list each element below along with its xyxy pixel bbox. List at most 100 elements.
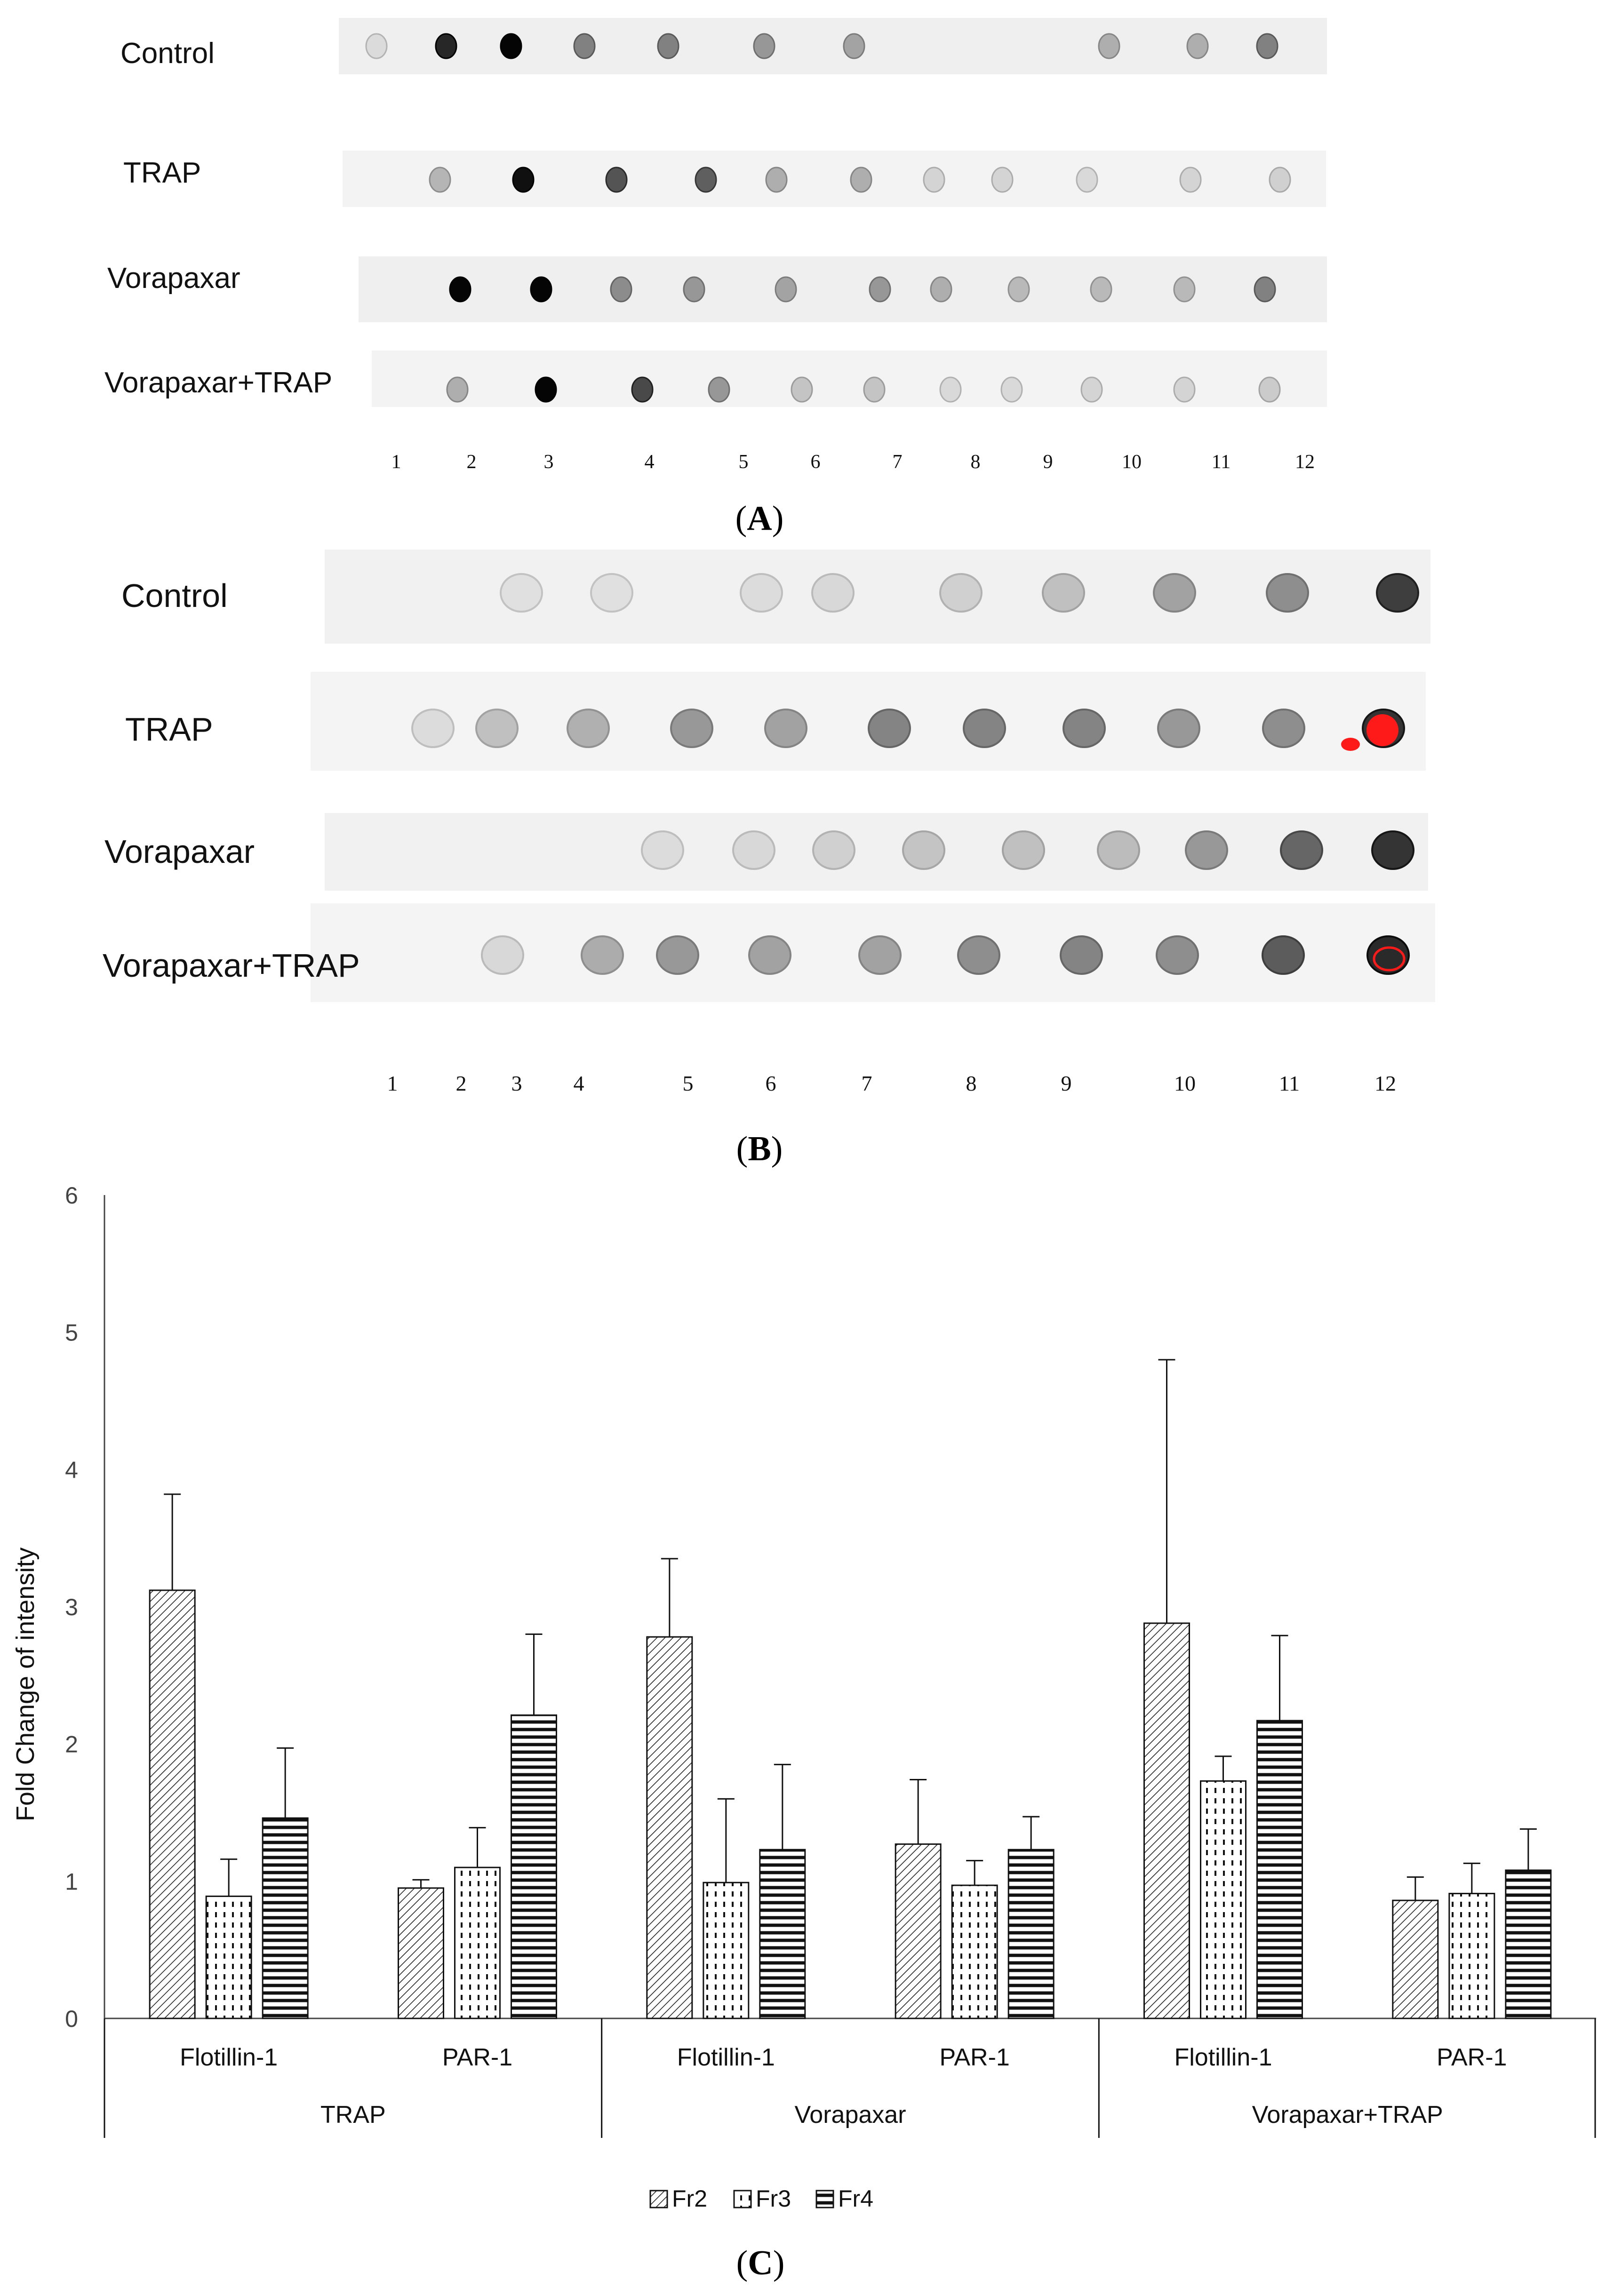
panel-b-lane-number: 6 xyxy=(765,1071,776,1095)
blot-spot xyxy=(656,935,699,975)
blot-spot xyxy=(1000,376,1023,403)
saturation-marker xyxy=(1366,714,1398,746)
legend-swatch-fr2 xyxy=(649,2190,668,2208)
blot-spot xyxy=(1280,830,1323,870)
panel-a-row-label-control: Control xyxy=(120,37,215,70)
y-tick-label: 0 xyxy=(65,2006,78,2032)
legend-swatch-fr3 xyxy=(733,2190,752,2208)
blot-spot xyxy=(991,167,1014,193)
panel-b-lane-number: 9 xyxy=(1061,1071,1072,1095)
bar-fr3 xyxy=(951,1884,998,2019)
blot-spot xyxy=(939,376,962,403)
y-tick-label: 6 xyxy=(65,1182,78,1209)
blot-spot xyxy=(610,276,632,303)
panel-b-lane-number: 7 xyxy=(861,1071,872,1095)
panel-a-row-label-vorapaxar: Vorapaxar xyxy=(107,262,240,295)
panel-b-lane-number: 2 xyxy=(455,1071,467,1095)
legend-label: Fr4 xyxy=(838,2185,873,2212)
panel-a-letter: (A) xyxy=(735,499,784,538)
panel-a-blot xyxy=(339,18,1327,407)
panel-b-row-label-trap: TRAP xyxy=(125,711,213,748)
bar-fr4 xyxy=(759,1849,806,2019)
blot-spot xyxy=(683,276,705,303)
panel-c-letter: (C) xyxy=(736,2244,785,2282)
blot-spot xyxy=(1080,376,1103,403)
blot-spot xyxy=(843,33,865,59)
blot-spot xyxy=(1157,709,1200,748)
panel-b-lane-number: 1 xyxy=(387,1071,398,1095)
blot-spot xyxy=(567,709,610,748)
blot-spot xyxy=(670,709,713,748)
blot-spot xyxy=(481,935,524,975)
blot-spot xyxy=(850,167,872,193)
y-tick-label: 3 xyxy=(65,1594,78,1620)
blot-spot xyxy=(1179,167,1202,193)
panel-a-row-label-trap: TRAP xyxy=(123,157,201,189)
blot-spot xyxy=(902,830,945,870)
bar-fr4 xyxy=(1256,1720,1303,2019)
blot-spot xyxy=(868,709,911,748)
blot-spot xyxy=(530,276,552,303)
blot-spot xyxy=(957,935,1000,975)
panel-a-lane-number: 6 xyxy=(810,451,821,473)
blot-spot xyxy=(1042,573,1085,613)
blot-spot xyxy=(500,573,543,613)
blot-spot xyxy=(435,33,457,59)
blot-strip xyxy=(359,256,1327,322)
panel-a-lane-number: 11 xyxy=(1211,451,1231,473)
blot-spot xyxy=(535,376,557,403)
bar-chart: 0 1 2 3 4 5 6 Flotillin-1 PAR-1 Flotillin-1 PAR-1 F… xyxy=(11,1182,1596,2138)
blot-spot xyxy=(446,376,469,403)
blot-spot xyxy=(1366,935,1410,975)
x-category-label: PAR-1 xyxy=(442,2044,512,2071)
blot-spot xyxy=(1266,573,1309,613)
blot-spot xyxy=(1153,573,1196,613)
blot-spot xyxy=(1090,276,1112,303)
blot-strip xyxy=(325,813,1428,891)
blot-spot xyxy=(1371,830,1414,870)
blot-spot xyxy=(1076,167,1098,193)
blot-spot xyxy=(753,33,775,59)
blot-spot xyxy=(1098,33,1120,59)
saturation-marker xyxy=(1341,738,1360,751)
legend-svg: Fr2 Fr3 Fr4 xyxy=(649,2185,873,2212)
blot-strip xyxy=(372,351,1327,407)
panel-a-lane-number: 5 xyxy=(738,451,749,473)
blot-spot xyxy=(631,376,654,403)
y-tick-label: 2 xyxy=(65,1731,78,1758)
blot-spot xyxy=(1063,709,1106,748)
bar-fr4 xyxy=(511,1714,557,2019)
saturation-marker xyxy=(1373,946,1406,972)
panel-b-lane-number: 8 xyxy=(966,1071,977,1095)
y-axis-label: Fold Change of intensity xyxy=(11,1547,40,1821)
panel-b-lane-number: 11 xyxy=(1278,1071,1300,1095)
x-category-label: PAR-1 xyxy=(1437,2044,1507,2071)
x-group-label: TRAP xyxy=(320,2101,386,2129)
blot-spot xyxy=(573,33,596,59)
chart-legend: Fr2 Fr3 Fr4 xyxy=(0,2184,1598,2217)
panel-a-row-label-vorapaxar-trap: Vorapaxar+TRAP xyxy=(104,367,333,399)
bar-fr3 xyxy=(454,1866,501,2019)
panel-b-lane-number: 10 xyxy=(1174,1071,1196,1095)
legend-label: Fr3 xyxy=(756,2185,791,2212)
blot-spot xyxy=(764,709,807,748)
blot-spot xyxy=(1185,830,1228,870)
blot-spot xyxy=(605,167,628,193)
bar-fr3 xyxy=(1200,1780,1246,2019)
bar-fr3 xyxy=(703,1881,750,2019)
bar-fr4 xyxy=(262,1817,309,2019)
blot-spot xyxy=(923,167,945,193)
blot-spot xyxy=(500,33,522,59)
bar-fr3 xyxy=(205,1895,252,2019)
blot-spot xyxy=(748,935,791,975)
blot-spot xyxy=(1173,276,1196,303)
bar-fr2 xyxy=(1392,1899,1439,2019)
blot-strip xyxy=(325,550,1430,644)
panel-c: 0 1 2 3 4 5 6 Flotillin-1 PAR-1 Flotillin-1 PAR-1 F… xyxy=(0,1176,1598,2296)
bar-fr2 xyxy=(895,1843,942,2019)
y-tick-label: 5 xyxy=(65,1320,78,1346)
legend-label: Fr2 xyxy=(672,2185,707,2212)
blot-spot xyxy=(939,573,983,613)
